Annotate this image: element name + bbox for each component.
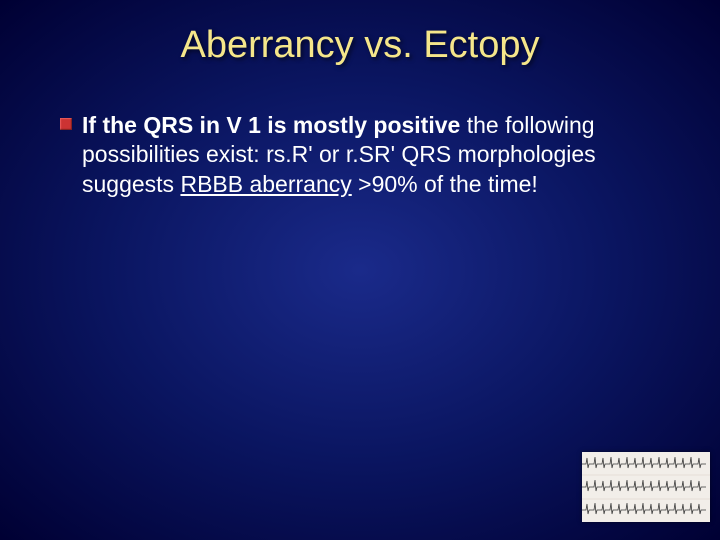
text-run: >90% of the time! [352,171,538,197]
ecg-trace-icon [582,452,710,522]
bullet-item: If the QRS in V 1 is mostly positive the… [60,111,660,199]
slide-body: If the QRS in V 1 is mostly positive the… [0,67,720,199]
slide-title: Aberrancy vs. Ectopy [0,0,720,67]
ecg-thumbnail [582,452,710,522]
text-run-underline: RBBB aberrancy [180,171,351,197]
square-bullet-icon [60,118,72,130]
bullet-text: If the QRS in V 1 is mostly positive the… [82,111,660,199]
text-run-bold: If the QRS in V 1 is mostly positive [82,112,460,138]
